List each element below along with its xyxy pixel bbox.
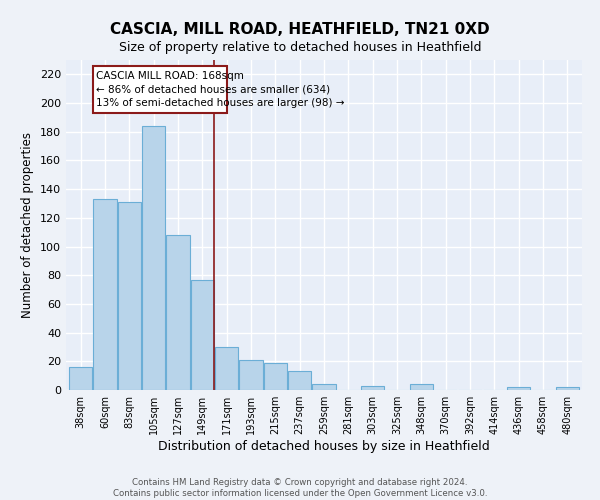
Bar bbox=[94, 199, 116, 390]
Bar bbox=[288, 372, 311, 390]
Text: CASCIA, MILL ROAD, HEATHFIELD, TN21 0XD: CASCIA, MILL ROAD, HEATHFIELD, TN21 0XD bbox=[110, 22, 490, 38]
Bar bbox=[556, 387, 579, 390]
Bar bbox=[69, 367, 92, 390]
Bar bbox=[410, 384, 433, 390]
Text: 13% of semi-detached houses are larger (98) →: 13% of semi-detached houses are larger (… bbox=[97, 98, 345, 108]
Bar bbox=[507, 387, 530, 390]
Y-axis label: Number of detached properties: Number of detached properties bbox=[22, 132, 34, 318]
Bar bbox=[118, 202, 141, 390]
Text: ← 86% of detached houses are smaller (634): ← 86% of detached houses are smaller (63… bbox=[97, 84, 331, 94]
X-axis label: Distribution of detached houses by size in Heathfield: Distribution of detached houses by size … bbox=[158, 440, 490, 453]
Text: CASCIA MILL ROAD: 168sqm: CASCIA MILL ROAD: 168sqm bbox=[97, 71, 244, 81]
Bar bbox=[361, 386, 384, 390]
Bar bbox=[313, 384, 335, 390]
Bar bbox=[142, 126, 165, 390]
Bar bbox=[264, 362, 287, 390]
Text: Size of property relative to detached houses in Heathfield: Size of property relative to detached ho… bbox=[119, 41, 481, 54]
FancyBboxPatch shape bbox=[93, 66, 227, 113]
Bar bbox=[239, 360, 263, 390]
Bar bbox=[166, 235, 190, 390]
Bar bbox=[191, 280, 214, 390]
Bar bbox=[215, 347, 238, 390]
Text: Contains HM Land Registry data © Crown copyright and database right 2024.
Contai: Contains HM Land Registry data © Crown c… bbox=[113, 478, 487, 498]
